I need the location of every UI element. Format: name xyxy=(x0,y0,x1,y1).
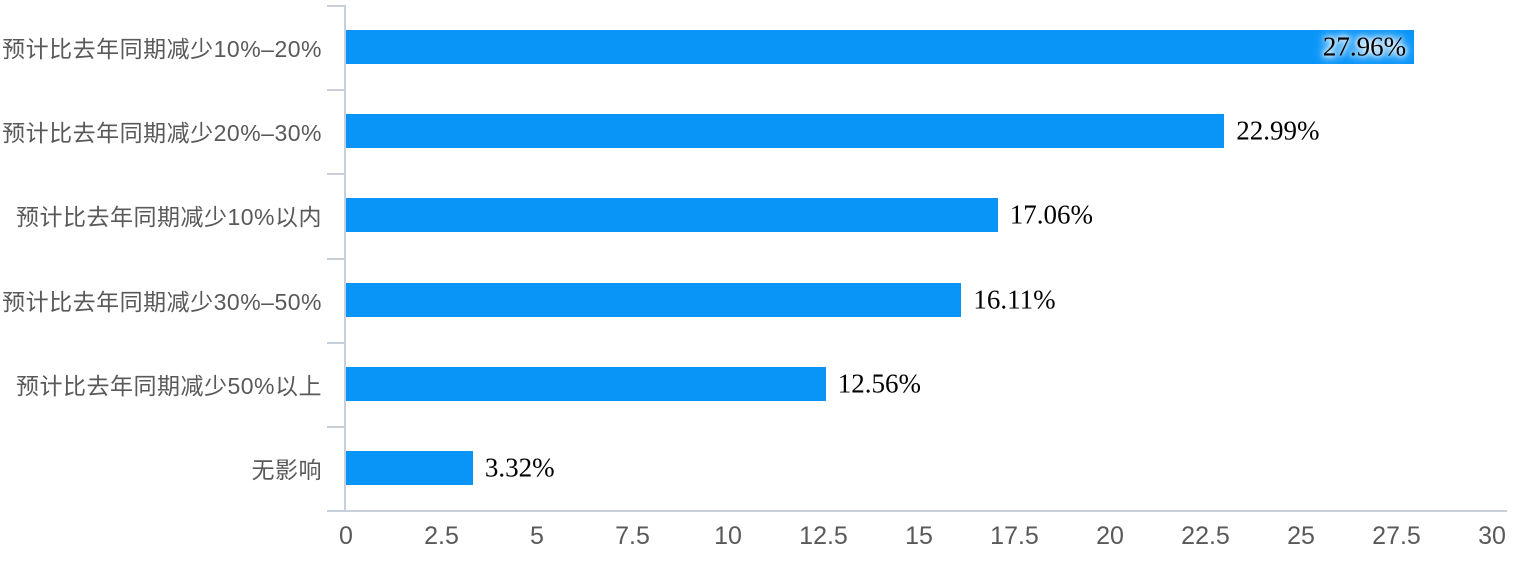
x-tick-label: 27.5 xyxy=(1372,522,1421,550)
bar-row: 预计比去年同期减少10%–20% 27.96% xyxy=(0,5,1520,89)
bar[interactable] xyxy=(346,114,1225,149)
x-tick-label: 2.5 xyxy=(424,522,459,550)
category-label: 预计比去年同期减少30%–50% xyxy=(2,288,322,315)
bar[interactable] xyxy=(346,198,998,233)
y-axis-tick xyxy=(327,173,346,176)
value-label: 3.32% xyxy=(484,452,555,483)
bar-row: 预计比去年同期减少20%–30% 22.99% xyxy=(0,89,1520,173)
x-tick-label: 25 xyxy=(1287,522,1315,550)
bar-row: 预计比去年同期减少50%以上 12.56% xyxy=(0,342,1520,426)
y-axis-tick xyxy=(327,5,346,7)
bar[interactable] xyxy=(346,282,962,317)
bar-row: 无影响 3.32% xyxy=(0,426,1520,510)
category-label: 预计比去年同期减少50%以上 xyxy=(15,372,322,399)
x-tick-label: 17.5 xyxy=(990,522,1039,550)
value-label: 17.06% xyxy=(1009,199,1093,230)
y-axis-tick xyxy=(327,89,346,92)
x-tick-label: 15 xyxy=(905,522,933,550)
value-label: 12.56% xyxy=(837,368,922,399)
x-tick-label: 7.5 xyxy=(615,522,650,550)
category-label: 预计比去年同期减少10%–20% xyxy=(2,36,322,63)
bar-row: 预计比去年同期减少10%以内 17.06% xyxy=(0,173,1520,257)
value-label: 22.99% xyxy=(1236,115,1320,146)
x-axis-line xyxy=(327,510,1507,512)
category-label: 预计比去年同期减少20%–30% xyxy=(2,120,322,147)
x-tick-label: 0 xyxy=(339,522,353,550)
y-axis-tick xyxy=(327,257,346,260)
x-tick-label: 5 xyxy=(530,522,544,550)
bar[interactable] xyxy=(346,30,1415,65)
x-tick-label: 22.5 xyxy=(1181,522,1230,550)
bar[interactable] xyxy=(346,366,826,401)
bar[interactable] xyxy=(346,450,473,485)
category-label: 无影响 xyxy=(251,456,322,483)
x-tick-label: 12.5 xyxy=(799,522,848,550)
value-label: 27.96% xyxy=(1322,31,1407,62)
x-tick-label: 10 xyxy=(714,522,742,550)
y-axis-tick xyxy=(327,341,346,344)
category-label: 预计比去年同期减少10%以内 xyxy=(15,204,322,231)
y-axis-tick xyxy=(327,425,346,428)
bar-row: 预计比去年同期减少30%–50% 16.11% xyxy=(0,258,1520,342)
value-label: 16.11% xyxy=(973,284,1056,315)
x-tick-label: 20 xyxy=(1096,522,1124,550)
x-tick-label: 30 xyxy=(1478,522,1506,550)
